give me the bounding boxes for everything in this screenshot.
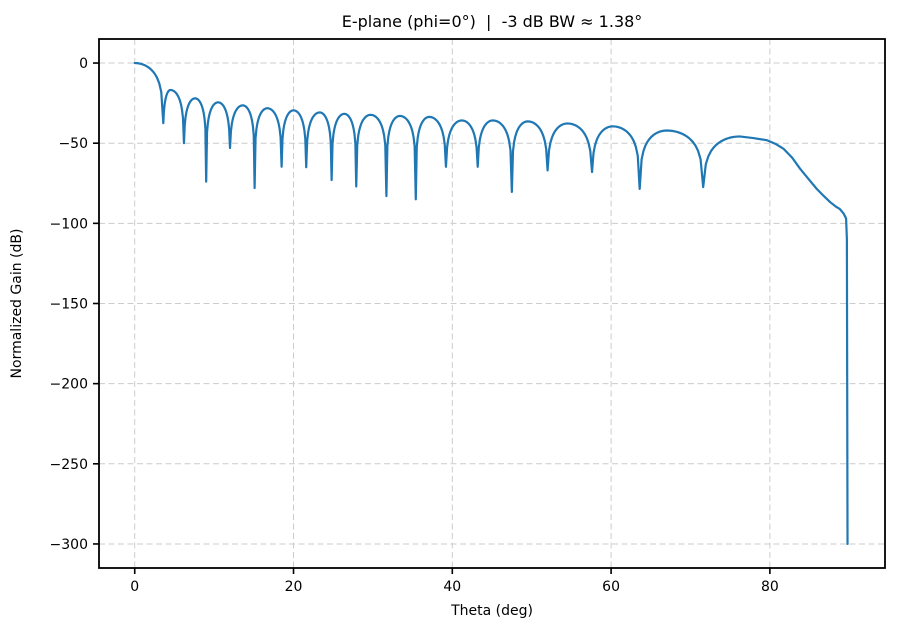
x-tick-label: 60 bbox=[602, 579, 620, 595]
series-layer bbox=[133, 61, 849, 546]
tick-layer bbox=[93, 62, 771, 574]
chart-title: E-plane (phi=0°) | -3 dB BW ≈ 1.38° bbox=[342, 12, 643, 31]
x-tick-label: 80 bbox=[761, 579, 779, 595]
y-tick-label: −200 bbox=[50, 377, 88, 393]
x-axis-label: Theta (deg) bbox=[450, 603, 533, 619]
y-tick-label: −50 bbox=[58, 136, 88, 152]
y-tick-label: 0 bbox=[79, 56, 88, 72]
y-tick-label: −250 bbox=[50, 457, 88, 473]
x-tick-label: 20 bbox=[285, 579, 303, 595]
tick-label-layer: 0 20 40 60 80 0 −50 −100 −150 −200 −250 −300 bbox=[50, 56, 779, 595]
y-tick-label: −150 bbox=[50, 297, 88, 313]
y-tick-label: −100 bbox=[50, 216, 88, 232]
gain-curve bbox=[133, 61, 849, 546]
axes-spines bbox=[98, 38, 886, 569]
x-tick-label: 40 bbox=[443, 579, 461, 595]
x-tick-label: 0 bbox=[130, 579, 139, 595]
y-axis-label: Normalized Gain (dB) bbox=[9, 229, 25, 379]
y-tick-label: −300 bbox=[50, 537, 88, 553]
